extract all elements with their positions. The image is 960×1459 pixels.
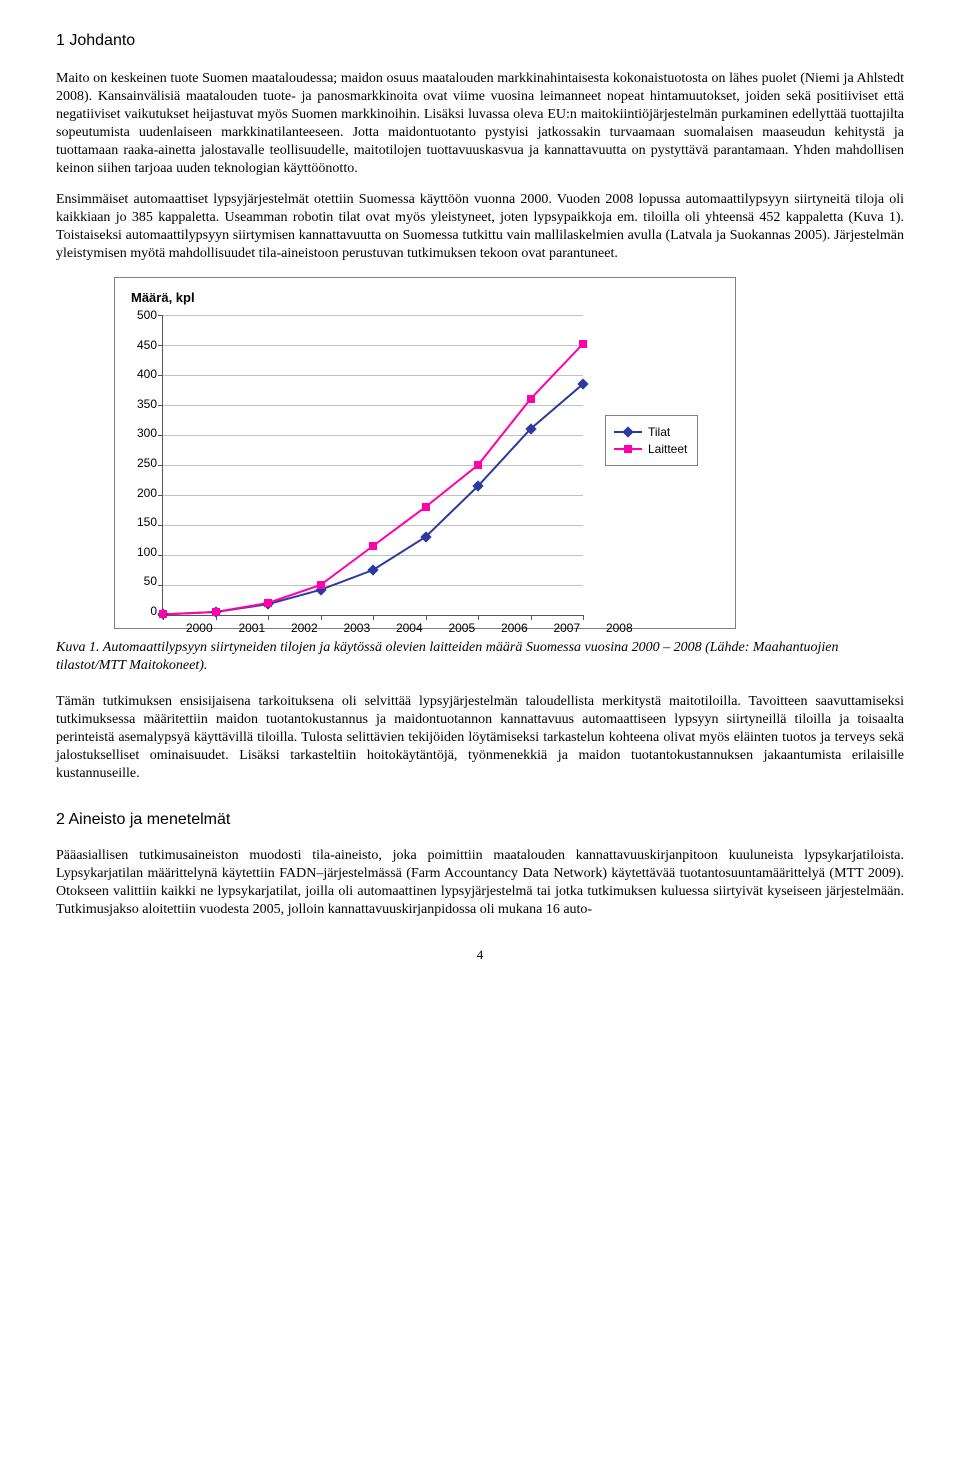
y-tick-label: 500 bbox=[125, 308, 157, 322]
legend-swatch bbox=[614, 431, 642, 433]
x-tick-label: 2000 bbox=[176, 621, 223, 635]
y-tick-label: 100 bbox=[125, 545, 157, 559]
y-tick-label: 350 bbox=[125, 397, 157, 411]
x-tick bbox=[531, 615, 532, 620]
series-marker bbox=[422, 503, 430, 511]
y-tick-label: 50 bbox=[125, 574, 157, 588]
series-marker bbox=[159, 610, 167, 618]
legend-marker bbox=[622, 426, 633, 437]
series-marker bbox=[212, 608, 220, 616]
y-tick-label: 0 bbox=[125, 604, 157, 618]
x-tick bbox=[321, 615, 322, 620]
legend-item: Laitteet bbox=[614, 442, 687, 456]
x-tick bbox=[426, 615, 427, 620]
y-tick-label: 250 bbox=[125, 456, 157, 470]
series-marker bbox=[369, 542, 377, 550]
chart-title: Määrä, kpl bbox=[131, 290, 725, 305]
x-tick-label: 2003 bbox=[334, 621, 381, 635]
x-tick bbox=[268, 615, 269, 620]
x-tick-label: 2007 bbox=[544, 621, 591, 635]
x-tick-label: 2008 bbox=[596, 621, 643, 635]
x-tick-label: 2001 bbox=[229, 621, 276, 635]
y-tick-label: 450 bbox=[125, 338, 157, 352]
series-marker bbox=[317, 581, 325, 589]
plot-area bbox=[162, 315, 583, 616]
document-page: 1 Johdanto Maito on keskeinen tuote Suom… bbox=[0, 0, 960, 987]
x-tick bbox=[583, 615, 584, 620]
x-tick bbox=[478, 615, 479, 620]
legend-item: Tilat bbox=[614, 425, 687, 439]
x-tick-label: 2006 bbox=[491, 621, 538, 635]
section-heading-1: 1 Johdanto bbox=[56, 32, 904, 50]
chart-legend: Tilat Laitteet bbox=[605, 415, 698, 466]
section-heading-2: 2 Aineisto ja menetelmät bbox=[56, 811, 904, 829]
x-tick bbox=[373, 615, 374, 620]
y-tick-label: 150 bbox=[125, 515, 157, 529]
legend-swatch bbox=[614, 448, 642, 450]
y-tick-label: 300 bbox=[125, 426, 157, 440]
series-line bbox=[163, 384, 583, 614]
plot-column: 500450400350300250200150100500 200020012… bbox=[125, 315, 583, 618]
legend-label: Laitteet bbox=[648, 442, 687, 456]
chart-container: Määrä, kpl 50045040035030025020015010050… bbox=[114, 277, 736, 629]
series-marker bbox=[474, 461, 482, 469]
x-tick-label: 2004 bbox=[386, 621, 433, 635]
legend-label: Tilat bbox=[648, 425, 670, 439]
x-tick-label: 2002 bbox=[281, 621, 328, 635]
y-tick-label: 400 bbox=[125, 367, 157, 381]
series-marker bbox=[527, 395, 535, 403]
paragraph: Pääasiallisen tutkimusaineiston muodosti… bbox=[56, 847, 904, 919]
figure-caption: Kuva 1. Automaattilypsyyn siirtyneiden t… bbox=[56, 639, 904, 675]
x-tick-label: 2005 bbox=[439, 621, 486, 635]
legend-marker bbox=[624, 445, 632, 453]
paragraph: Maito on keskeinen tuote Suomen maatalou… bbox=[56, 70, 904, 177]
paragraph: Tämän tutkimuksen ensisijaisena tarkoitu… bbox=[56, 693, 904, 783]
series-marker bbox=[579, 340, 587, 348]
y-axis-labels: 500450400350300250200150100500 bbox=[125, 308, 157, 618]
series-marker bbox=[264, 599, 272, 607]
page-number: 4 bbox=[56, 947, 904, 963]
x-axis-labels: 200020012002200320042005200620072008 bbox=[199, 621, 619, 639]
paragraph: Ensimmäiset automaattiset lypsyjärjestel… bbox=[56, 191, 904, 263]
chart-body: 500450400350300250200150100500 200020012… bbox=[125, 315, 725, 618]
y-tick-label: 200 bbox=[125, 486, 157, 500]
